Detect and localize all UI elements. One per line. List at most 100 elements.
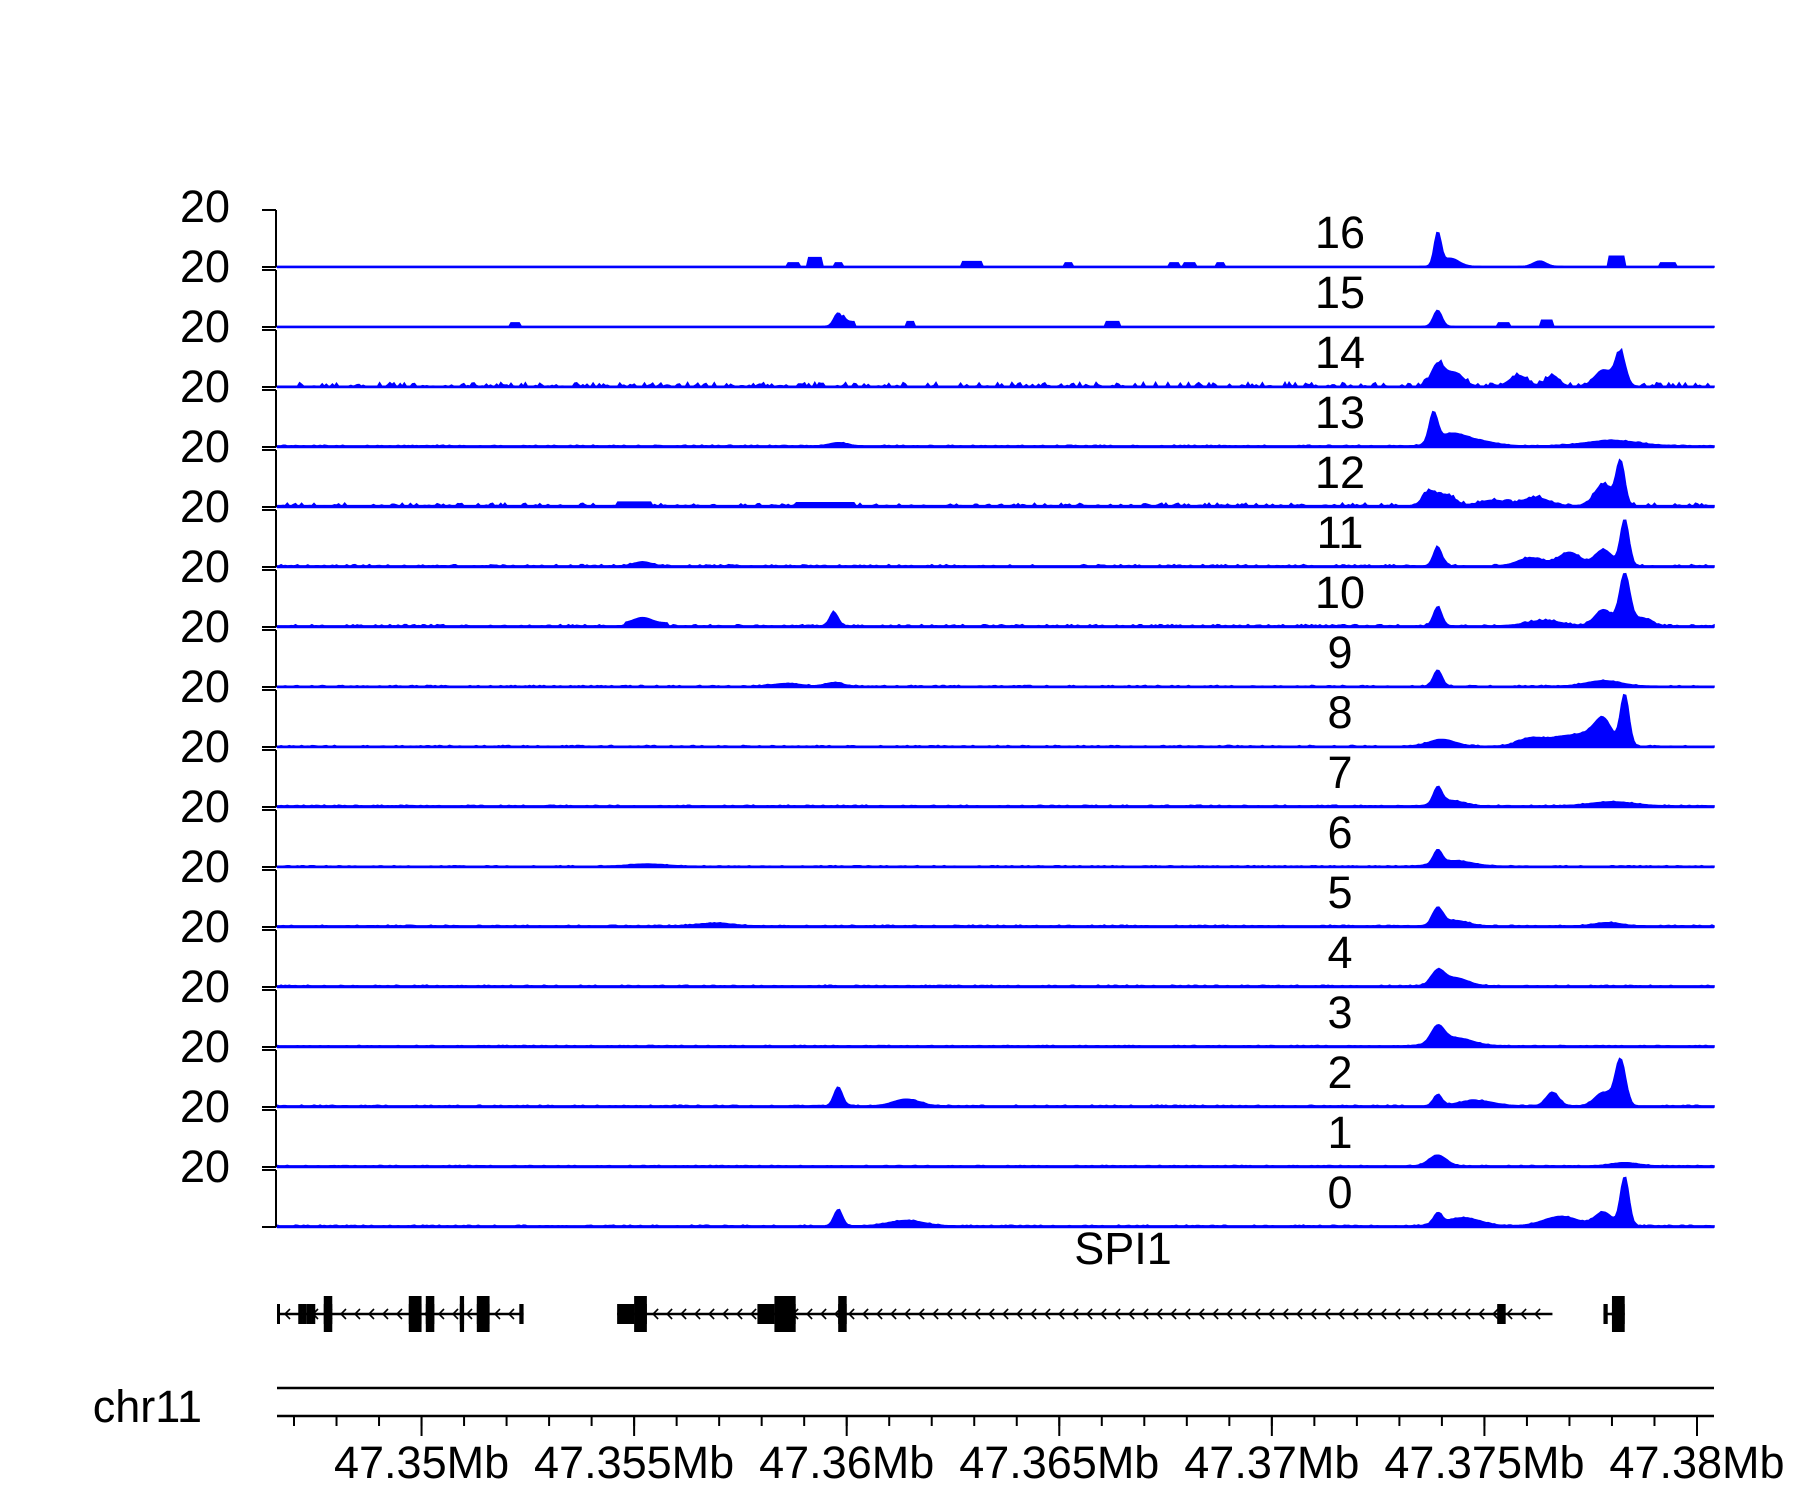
track-0-area (276, 1176, 1715, 1228)
strand-arrow (1323, 1308, 1331, 1320)
track-15-ymax-label: 20 (180, 241, 230, 292)
chromosome-label: chr11 (93, 1381, 202, 1432)
transcript-2 (1603, 1296, 1625, 1332)
exon (277, 1304, 280, 1324)
track-5-area (276, 906, 1715, 928)
coding-exon (476, 1296, 490, 1332)
coding-exon (838, 1296, 847, 1332)
exon (298, 1304, 303, 1324)
track-6-ymax-label: 20 (180, 781, 230, 832)
track-7-name: 7 (1327, 747, 1352, 798)
track-6-name: 6 (1327, 807, 1352, 858)
track-4: 20 4 (180, 901, 1715, 989)
coding-exon (425, 1296, 435, 1332)
strand-arrow (735, 1308, 743, 1320)
x-tick-label: 47.365Mb (959, 1437, 1159, 1488)
strand-arrow (889, 1308, 897, 1320)
strand-arrow (1281, 1308, 1289, 1320)
strand-arrow (437, 1308, 445, 1320)
transcript-1 (617, 1296, 1553, 1332)
track-12-ymax-label: 20 (180, 421, 230, 472)
track-15-area (276, 309, 1715, 328)
strand-arrow (339, 1308, 347, 1320)
track-4-area (276, 967, 1715, 988)
strand-arrow (1029, 1308, 1037, 1320)
track-16-ymax-label: 20 (180, 181, 230, 232)
track-10-ymax-label: 20 (180, 541, 230, 592)
strand-arrow (1351, 1308, 1359, 1320)
strand-arrow (283, 1308, 291, 1320)
strand-arrow (721, 1308, 729, 1320)
strand-arrow (1169, 1308, 1177, 1320)
track-7-area (276, 785, 1715, 808)
strand-arrow (875, 1308, 883, 1320)
track-1: 20 1 (180, 1081, 1715, 1169)
strand-arrow (1155, 1308, 1163, 1320)
strand-arrow (903, 1308, 911, 1320)
coding-exon (774, 1296, 796, 1332)
coding-exon (459, 1296, 465, 1332)
strand-arrow (451, 1308, 459, 1320)
strand-arrow (749, 1308, 757, 1320)
track-12-name: 12 (1315, 447, 1365, 498)
track-11-area (276, 519, 1715, 568)
track-16-name: 16 (1315, 207, 1365, 258)
x-tick-label: 47.355Mb (534, 1437, 734, 1488)
x-tick-label: 47.37Mb (1184, 1437, 1359, 1488)
strand-arrow (1365, 1308, 1373, 1320)
strand-arrow (945, 1308, 953, 1320)
strand-arrow (465, 1308, 473, 1320)
track-9-ymax-label: 20 (180, 601, 230, 652)
strand-arrow (651, 1308, 659, 1320)
track-9-area (276, 669, 1715, 688)
strand-arrow (1435, 1308, 1443, 1320)
track-3: 20 3 (180, 961, 1715, 1049)
coding-exon (634, 1296, 647, 1332)
track-3-area (276, 1024, 1715, 1048)
exon (1497, 1304, 1506, 1324)
track-5-ymax-label: 20 (180, 841, 230, 892)
strand-arrow (931, 1308, 939, 1320)
strand-arrow (1393, 1308, 1401, 1320)
strand-arrow (1043, 1308, 1051, 1320)
track-2-ymax-label: 20 (180, 1021, 230, 1072)
track-2-area (276, 1057, 1715, 1108)
strand-arrow (1505, 1308, 1513, 1320)
strand-arrow (1295, 1308, 1303, 1320)
strand-arrow (353, 1308, 361, 1320)
strand-arrow (1379, 1308, 1387, 1320)
strand-arrow (1491, 1308, 1499, 1320)
track-0: 20 0 (180, 1141, 1715, 1229)
track-2-name: 2 (1327, 1047, 1352, 1098)
strand-arrow (1057, 1308, 1065, 1320)
strand-arrow (1253, 1308, 1261, 1320)
track-14-area (276, 347, 1715, 388)
x-tick-label: 47.36Mb (759, 1437, 934, 1488)
x-tick-label: 47.38Mb (1609, 1437, 1784, 1488)
track-9: 20 9 (180, 601, 1715, 689)
track-0-name: 0 (1327, 1167, 1352, 1218)
track-4-ymax-label: 20 (180, 901, 230, 952)
exon (757, 1304, 775, 1324)
strand-arrow (1099, 1308, 1107, 1320)
strand-arrow (1477, 1308, 1485, 1320)
strand-arrow (1239, 1308, 1247, 1320)
x-tick-label: 47.35Mb (334, 1437, 509, 1488)
exon (311, 1304, 316, 1324)
track-8: 20 8 (180, 661, 1715, 749)
transcript-0 (277, 1296, 524, 1332)
strand-arrow (367, 1308, 375, 1320)
strand-arrow (1421, 1308, 1429, 1320)
strand-arrow (805, 1308, 813, 1320)
gene-model (277, 1296, 1625, 1332)
track-6: 20 6 (180, 781, 1715, 869)
track-3-ymax-label: 20 (180, 961, 230, 1012)
strand-arrow (665, 1308, 673, 1320)
track-9-name: 9 (1327, 627, 1352, 678)
